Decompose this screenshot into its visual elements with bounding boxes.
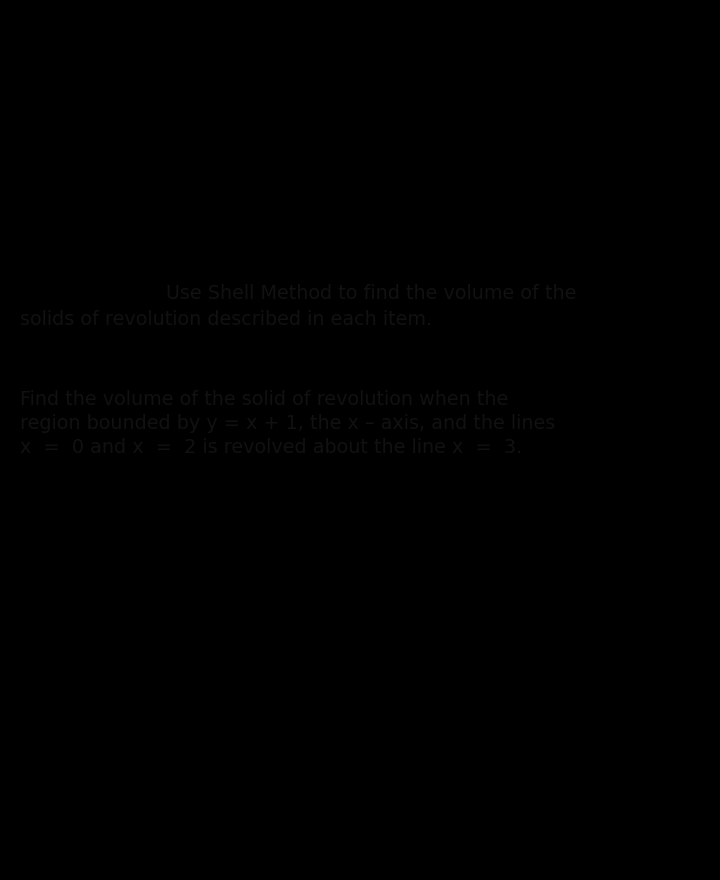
Text: x  =  0 and x  =  2 is revolved about the line x  =  3.: x = 0 and x = 2 is revolved about the li… [20,438,523,457]
Text: Find the volume of the solid of revolution when the: Find the volume of the solid of revoluti… [20,390,508,409]
Text: Use Shell Method to find the volume of the: Use Shell Method to find the volume of t… [166,284,576,303]
Text: region bounded by y = x + 1, the x – axis, and the lines: region bounded by y = x + 1, the x – axi… [20,414,555,433]
Text: solids of revolution described in each item.: solids of revolution described in each i… [20,310,432,329]
